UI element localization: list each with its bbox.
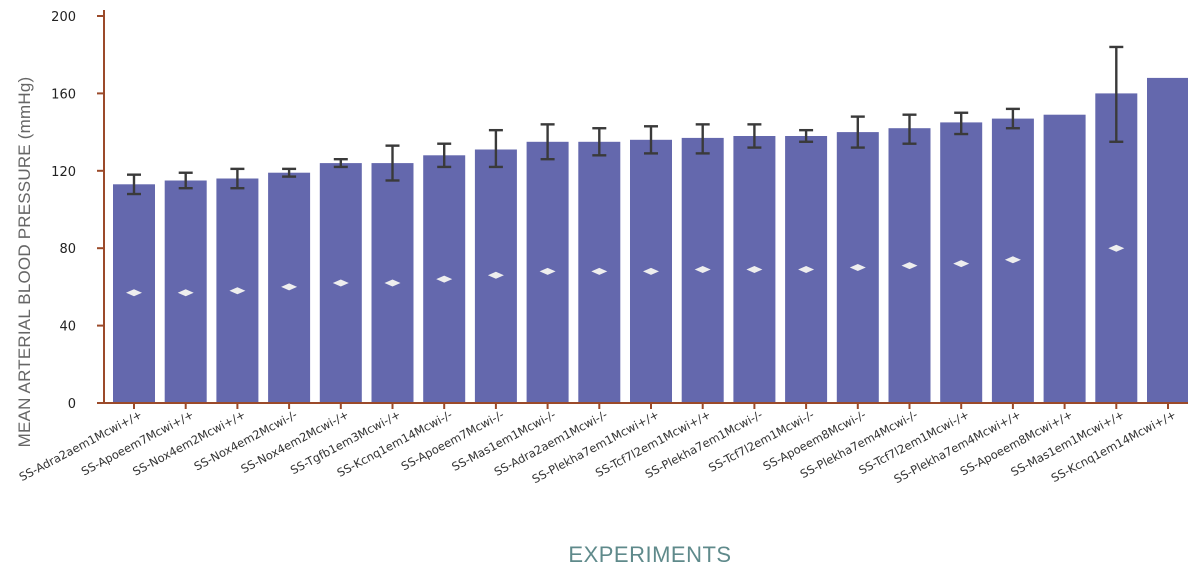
y-tick-label-4: 120 bbox=[51, 165, 76, 180]
marker-4 bbox=[281, 283, 298, 291]
axes-group bbox=[97, 10, 1188, 409]
marker-13 bbox=[746, 265, 763, 273]
marker-12 bbox=[694, 265, 711, 273]
marker-9 bbox=[539, 267, 556, 275]
marker-3 bbox=[229, 287, 246, 295]
marker-10 bbox=[591, 267, 608, 275]
y-tick-label-5: 160 bbox=[51, 87, 76, 102]
bar-21 bbox=[1147, 77, 1188, 404]
markers-group bbox=[126, 244, 1125, 297]
marker-18 bbox=[1004, 256, 1021, 264]
marker-20 bbox=[1108, 244, 1125, 252]
marker-1 bbox=[126, 289, 142, 297]
y-tick-label-2: 40 bbox=[59, 320, 76, 335]
marker-15 bbox=[849, 264, 866, 272]
y-tick-label-1: 0 bbox=[68, 397, 76, 412]
marker-6 bbox=[384, 279, 401, 287]
marker-14 bbox=[798, 265, 815, 273]
x-axis-label: EXPERIMENTS bbox=[568, 542, 731, 567]
marker-11 bbox=[643, 267, 659, 275]
bars-group bbox=[113, 77, 1188, 404]
marker-17 bbox=[953, 260, 970, 268]
marker-16 bbox=[901, 262, 918, 270]
x-ticks-group: SS-Adra2aem1Mcwi+/+SS-Apoeem7Mcwi+/+SS-N… bbox=[17, 407, 1179, 486]
error-bars-group bbox=[127, 45, 1124, 196]
y-tick-label-3: 80 bbox=[59, 242, 76, 257]
marker-2 bbox=[177, 289, 194, 297]
y-axis-label: MEAN ARTERIAL BLOOD PRESSURE (mmHg) bbox=[15, 77, 34, 448]
marker-8 bbox=[487, 271, 504, 279]
bar-19 bbox=[1043, 114, 1086, 403]
marker-5 bbox=[332, 279, 349, 287]
marker-7 bbox=[436, 275, 453, 283]
y-tick-label-6: 200 bbox=[51, 10, 76, 25]
y-ticks-group: 0 40 80 120 160 200 bbox=[51, 10, 76, 412]
